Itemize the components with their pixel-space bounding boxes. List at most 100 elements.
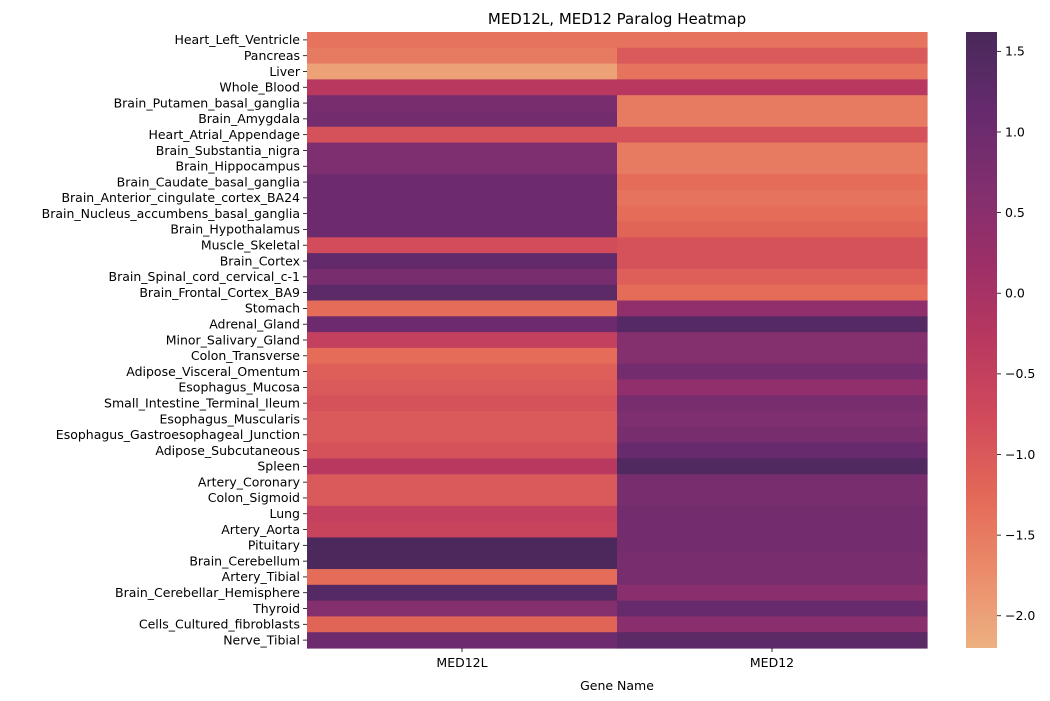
- row-label: Brain_Amygdala: [198, 111, 300, 126]
- heatmap-cell: [307, 632, 618, 649]
- colorbar: [966, 32, 997, 648]
- row-label: Artery_Aorta: [221, 522, 300, 537]
- heatmap-cell: [307, 553, 618, 570]
- heatmap-cell: [307, 237, 618, 254]
- heatmap-cell: [617, 442, 928, 460]
- heatmap-cell: [617, 253, 928, 270]
- heatmap-cell: [617, 237, 928, 254]
- row-label: Brain_Caudate_basal_ganglia: [117, 174, 300, 189]
- heatmap-cell: [307, 316, 618, 333]
- heatmap-cell: [307, 332, 618, 349]
- heatmap-cell: [617, 490, 928, 507]
- row-label: Adipose_Visceral_Omentum: [126, 364, 300, 379]
- heatmap-cell: [617, 47, 928, 65]
- row-label: Heart_Left_Ventricle: [174, 32, 300, 47]
- heatmap-cell: [307, 126, 618, 144]
- row-tick-labels: Heart_Left_VentriclePancreasLiverWhole_B…: [42, 32, 307, 647]
- row-label: Whole_Blood: [219, 80, 300, 95]
- heatmap-cell: [617, 205, 928, 223]
- heatmap-cell: [617, 632, 928, 649]
- heatmap-cell: [307, 363, 618, 381]
- column-tick-labels: MED12L MED12: [436, 648, 794, 670]
- heatmap-cell: [307, 474, 618, 491]
- row-label: Adipose_Subcutaneous: [155, 443, 300, 458]
- row-label: Colon_Transverse: [191, 348, 300, 363]
- heatmap-cell: [307, 616, 618, 633]
- heatmap-cell: [307, 584, 618, 602]
- heatmap-cell: [617, 316, 928, 333]
- row-label: Brain_Frontal_Cortex_BA9: [139, 285, 300, 300]
- heatmap-cell: [307, 158, 618, 175]
- heatmap-cell: [307, 95, 618, 112]
- heatmap-cell: [617, 32, 928, 49]
- column-label: MED12L: [436, 655, 487, 670]
- heatmap-cell: [617, 300, 928, 317]
- colorbar-tick-label: 0.5: [1005, 205, 1025, 220]
- row-label: Esophagus_Muscularis: [160, 411, 300, 426]
- row-label: Brain_Spinal_cord_cervical_c-1: [109, 269, 300, 284]
- heatmap-cell: [617, 332, 928, 349]
- column-label: MED12: [750, 655, 794, 670]
- row-label: Small_Intestine_Terminal_Ileum: [104, 395, 300, 410]
- heatmap-cell: [307, 110, 618, 128]
- row-label: Brain_Substantia_nigra: [156, 143, 300, 158]
- heatmap-cell: [307, 221, 618, 238]
- heatmap-cell: [307, 189, 618, 207]
- heatmap-cell: [307, 569, 618, 586]
- heatmap-cell: [307, 490, 618, 507]
- colorbar-ticks: −2.0 −1.5 −1.0 −0.5 0.0 0.5 1.0 1.5: [997, 44, 1035, 623]
- heatmap-cell: [617, 426, 928, 444]
- heatmap-cell: [307, 395, 618, 412]
- row-label: Pituitary: [248, 538, 301, 553]
- heatmap-cell: [307, 142, 618, 159]
- heatmap-cell: [307, 79, 618, 96]
- heatmap-cell: [617, 553, 928, 570]
- colorbar-tick-label: 1.5: [1005, 44, 1025, 59]
- heatmap-cell: [617, 79, 928, 96]
- heatmap-cell: [617, 458, 928, 475]
- colorbar-tick-label: 1.0: [1005, 124, 1025, 139]
- heatmap-cell: [307, 253, 618, 270]
- row-label: Brain_Anterior_cingulate_cortex_BA24: [61, 190, 300, 205]
- heatmap-cell: [617, 395, 928, 412]
- heatmap-cell: [617, 616, 928, 633]
- row-label: Brain_Putamen_basal_ganglia: [114, 95, 300, 110]
- colorbar-tick-label: −0.5: [1005, 366, 1035, 381]
- row-label: Muscle_Skeletal: [201, 238, 300, 253]
- heatmap-cell: [617, 584, 928, 602]
- heatmap-cell: [307, 32, 618, 49]
- heatmap-cell: [617, 411, 928, 428]
- row-label: Brain_Cerebellum: [189, 553, 300, 568]
- row-label: Brain_Cerebellar_Hemisphere: [115, 585, 300, 600]
- row-label: Heart_Atrial_Appendage: [148, 127, 300, 142]
- heatmap-cell: [617, 142, 928, 159]
- row-label: Brain_Nucleus_accumbens_basal_ganglia: [42, 206, 300, 221]
- heatmap-cell: [617, 158, 928, 175]
- colorbar-tick-label: −1.0: [1005, 447, 1035, 462]
- row-label: Cells_Cultured_fibroblasts: [139, 617, 300, 632]
- heatmap-cell: [307, 47, 618, 65]
- heatmap-cell: [617, 537, 928, 554]
- row-label: Esophagus_Mucosa: [178, 380, 300, 395]
- heatmap-cell: [307, 537, 618, 554]
- heatmap-cell: [617, 284, 928, 302]
- heatmap-cell: [617, 110, 928, 128]
- heatmap-cell: [617, 474, 928, 491]
- heatmap-cell: [617, 221, 928, 238]
- heatmap-cell: [307, 411, 618, 428]
- row-label: Artery_Coronary: [198, 474, 301, 489]
- heatmap-cell: [617, 189, 928, 207]
- heatmap-cell: [617, 347, 928, 365]
- heatmap-cell: [307, 458, 618, 475]
- heatmap-cell: [617, 174, 928, 191]
- heatmap-cell: [307, 379, 618, 396]
- x-axis-label: Gene Name: [580, 678, 654, 693]
- heatmap-cell: [307, 174, 618, 191]
- row-label: Lung: [269, 506, 300, 521]
- heatmap-cell: [307, 442, 618, 460]
- heatmap-cell: [307, 300, 618, 317]
- heatmap-cells: [307, 32, 928, 649]
- colorbar-tick-label: 0.0: [1005, 286, 1025, 301]
- row-label: Esophagus_Gastroesophageal_Junction: [56, 427, 300, 442]
- heatmap-cell: [617, 63, 928, 80]
